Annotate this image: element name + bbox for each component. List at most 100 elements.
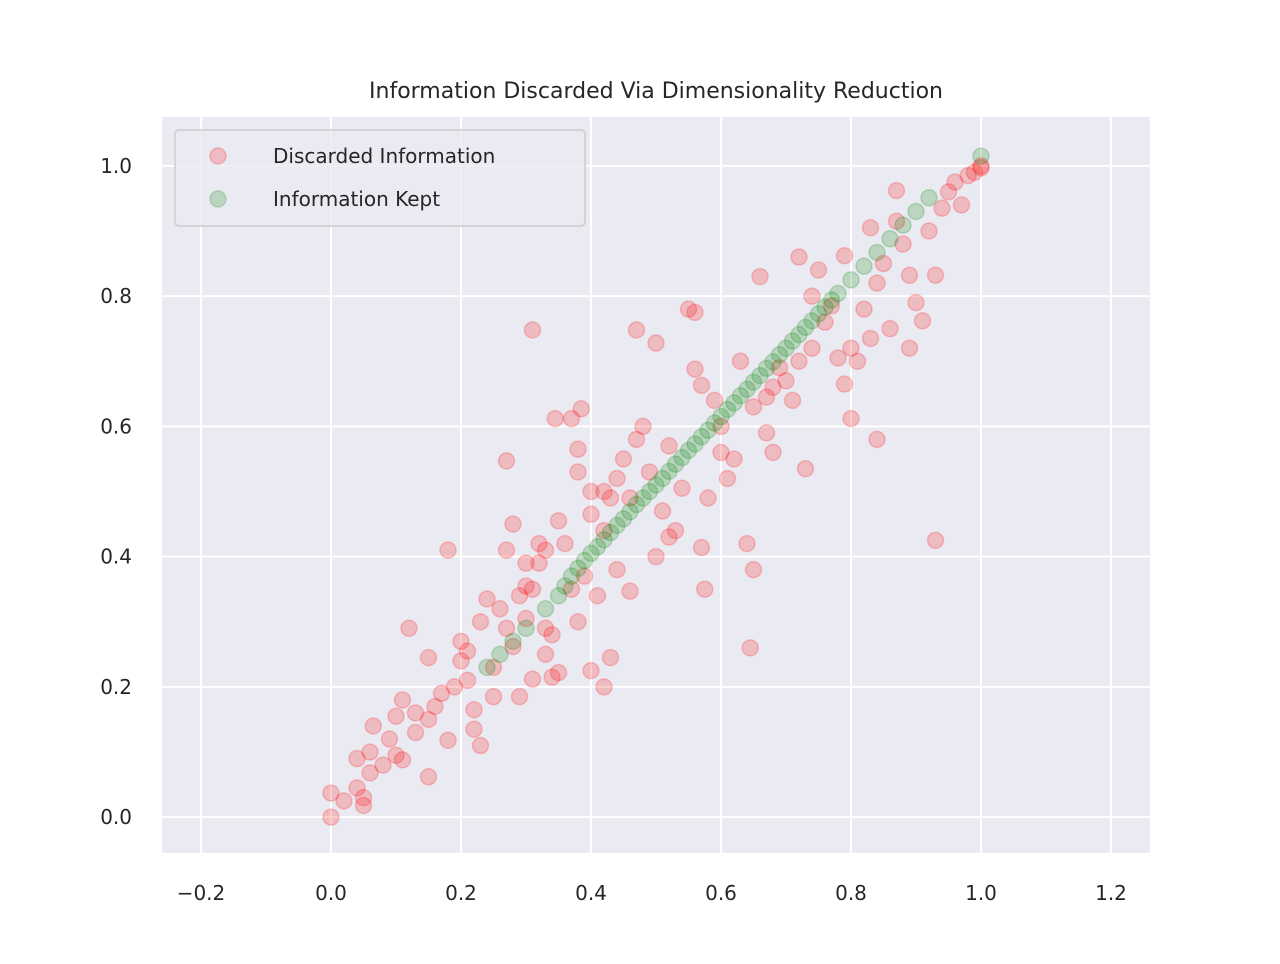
discarded-point (595, 521, 613, 540)
kept-point (504, 632, 522, 651)
discarded-point (549, 512, 568, 530)
discarded-point (546, 409, 564, 428)
discarded-point (660, 528, 678, 546)
kept-point (627, 495, 646, 514)
discarded-point (712, 417, 730, 436)
discarded-point (523, 670, 542, 688)
kept-point (660, 462, 678, 481)
discarded-point (744, 398, 763, 416)
kept-point (640, 482, 659, 501)
discarded-point (569, 440, 587, 458)
discarded-point (601, 648, 620, 667)
discarded-point (926, 531, 945, 550)
x-tick-label: −0.2 (177, 881, 226, 905)
discarded-point (835, 246, 854, 265)
discarded-point (322, 784, 340, 802)
discarded-point (322, 808, 340, 826)
kept-point (712, 407, 730, 426)
discarded-point (510, 687, 529, 706)
y-tick-label: 0.8 (100, 284, 132, 308)
discarded-point (829, 349, 847, 367)
kept-point (718, 400, 737, 419)
discarded-point (361, 764, 379, 782)
discarded-point (348, 779, 366, 797)
discarded-point (510, 586, 529, 605)
kept-point (829, 284, 847, 303)
kept-point (608, 516, 626, 535)
discarded-point (640, 463, 659, 481)
discarded-point (484, 658, 503, 677)
kept-point (770, 345, 789, 364)
discarded-point (575, 567, 594, 585)
tick-labels: −0.2 0.0 0.2 0.4 0.6 0.8 1.0 1.2 0.0 0.2 0.4 0.6 0.8… (100, 154, 1127, 905)
discarded-point (647, 334, 665, 352)
kept-point (777, 339, 795, 357)
kept-point (582, 544, 600, 563)
discarded-point (933, 199, 951, 217)
discarded-point (484, 687, 503, 706)
discarded-point (471, 736, 490, 755)
kept-point (588, 538, 607, 556)
discarded-point (692, 538, 711, 557)
discarded-point (491, 600, 509, 618)
kept-point (842, 271, 860, 289)
discarded-point (364, 717, 382, 735)
discarded-point (887, 181, 906, 200)
discarded-point (926, 266, 945, 285)
discarded-point (354, 788, 373, 807)
kept-point (803, 312, 821, 330)
discarded-point (348, 749, 366, 768)
discarded-point (920, 222, 938, 240)
legend-marker-kept (209, 190, 227, 208)
discarded-point (530, 554, 548, 572)
discarded-point (835, 375, 854, 393)
discarded-point (627, 430, 646, 449)
discarded-point (660, 437, 678, 455)
discarded-point (354, 796, 373, 815)
legend-label-discarded: Discarded Information (273, 144, 495, 168)
discarded-point (400, 619, 418, 638)
x-tick-label: 1.0 (965, 881, 997, 905)
discarded-point (582, 661, 600, 680)
discarded-point (855, 300, 873, 318)
kept-point (705, 414, 724, 432)
discarded-point (764, 443, 782, 462)
kept-point (549, 586, 568, 605)
discarded-point (816, 313, 834, 331)
discarded-point (972, 157, 990, 175)
kept-point (556, 577, 574, 595)
discarded-point (673, 479, 691, 498)
x-tick-label: 0.0 (315, 881, 347, 905)
discarded-point (419, 648, 438, 667)
kept-point (783, 332, 802, 350)
discarded-point (497, 452, 516, 470)
discarded-point (803, 287, 821, 305)
discarded-point (536, 541, 555, 559)
discarded-point (595, 482, 613, 501)
x-tick-label: 0.4 (575, 881, 607, 905)
discarded-point (783, 391, 802, 410)
kept-point (621, 502, 639, 521)
kept-point (796, 318, 815, 337)
discarded-point (751, 267, 769, 286)
legend: Discarded Information Information Kept (174, 129, 586, 227)
discarded-point (764, 378, 782, 397)
discarded-point (718, 469, 737, 488)
discarded-point (757, 388, 776, 406)
discarded-point (601, 489, 620, 507)
discarded-point (822, 297, 841, 315)
kept-point (699, 421, 717, 440)
kept-point (816, 298, 834, 316)
discarded-point (419, 710, 438, 729)
discarded-point (614, 450, 633, 468)
discarded-point (900, 266, 919, 285)
grid-lines (162, 117, 1150, 853)
discarded-point (757, 424, 776, 442)
kept-point (692, 428, 711, 446)
discarded-point (621, 582, 639, 600)
kept-point (601, 523, 620, 542)
kept-point (562, 567, 581, 585)
discarded-point (790, 352, 808, 370)
discarded-point (504, 515, 522, 533)
kept-point (822, 291, 841, 309)
